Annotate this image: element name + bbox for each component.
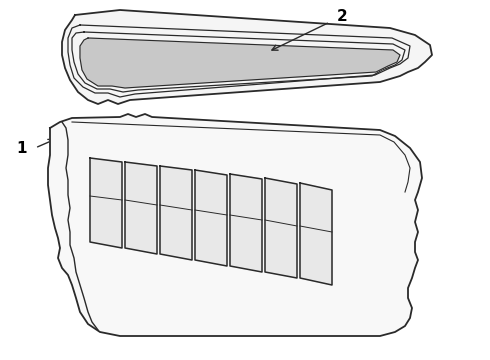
Polygon shape (300, 183, 332, 285)
Text: 2: 2 (337, 9, 347, 23)
Polygon shape (160, 166, 192, 260)
Polygon shape (265, 178, 297, 278)
Polygon shape (90, 158, 122, 248)
Polygon shape (230, 174, 262, 272)
Polygon shape (62, 10, 432, 104)
Polygon shape (125, 162, 157, 254)
Polygon shape (195, 170, 227, 266)
Polygon shape (48, 114, 422, 336)
Text: 1: 1 (17, 140, 27, 156)
Polygon shape (80, 38, 400, 88)
